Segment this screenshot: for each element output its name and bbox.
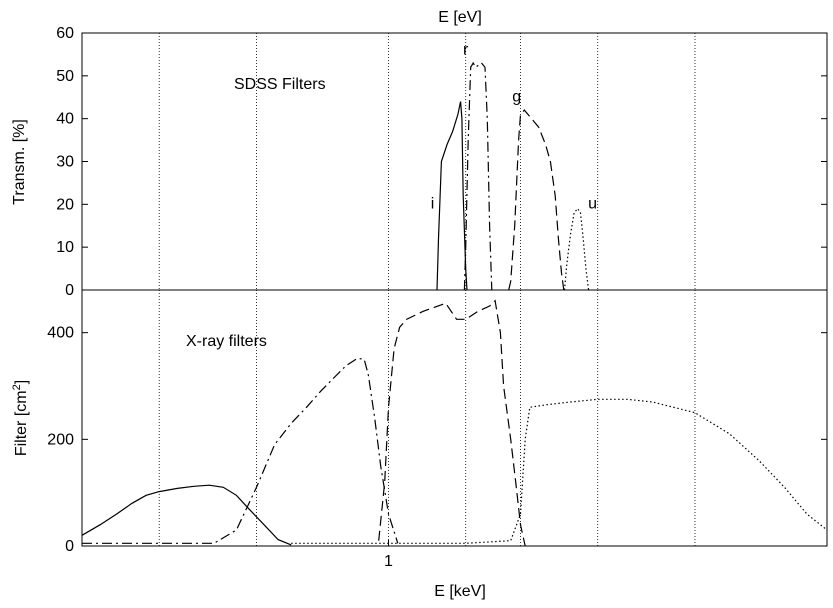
bottom-series-0-line [81,484,292,546]
top-series-label-i: i [431,196,435,213]
top-y-axis-label: Transm. [%] [11,119,28,205]
top-series-label-r: r [463,41,469,58]
top-y-tick-label-0: 0 [65,282,74,299]
bottom-y-tick-label-200: 200 [47,431,74,448]
bottom-series-1-line [82,357,399,544]
bottom-series-3-line [291,398,828,544]
top-series-label-u: u [588,196,597,213]
top-y-tick-label-20: 20 [56,196,74,213]
bottom-y-axis-label-sup: 2 [11,384,23,390]
bottom-series-2-line [378,299,526,547]
sdss-filters-panel: 0 10 20 30 40 50 60 i r g u [56,25,828,299]
top-axis-label: E [eV] [438,9,482,26]
xray-filters-panel: 0 200 400 1 [47,289,828,570]
top-series-u-line [563,207,590,291]
top-series-r-line [463,61,493,291]
top-y-tick-label-60: 60 [56,25,74,42]
top-series-label-g: g [512,89,521,106]
top-y-tick-label-40: 40 [56,111,74,128]
top-annotation: SDSS Filters [234,76,326,93]
bottom-y-tick-label-0: 0 [65,538,74,555]
top-series-g-line [508,109,565,291]
bottom-y-axis-label: Filter [cm2] [11,380,30,456]
top-y-tick-label-30: 30 [56,154,74,171]
bottom-y-axis-label-main: Filter [cm [13,390,30,456]
top-series-i-line [436,101,468,291]
bottom-x-tick-label-1: 1 [384,553,393,570]
top-frame [81,32,828,291]
bottom-frame [81,289,828,547]
top-y-tick-label-10: 10 [56,239,74,256]
bottom-y-tick-label-400: 400 [47,325,74,342]
bottom-y-axis-label-end: ] [13,380,30,384]
bottom-annotation: X-ray filters [186,333,267,350]
bottom-x-axis-label: E [keV] [434,583,486,600]
top-y-tick-label-50: 50 [56,68,74,85]
